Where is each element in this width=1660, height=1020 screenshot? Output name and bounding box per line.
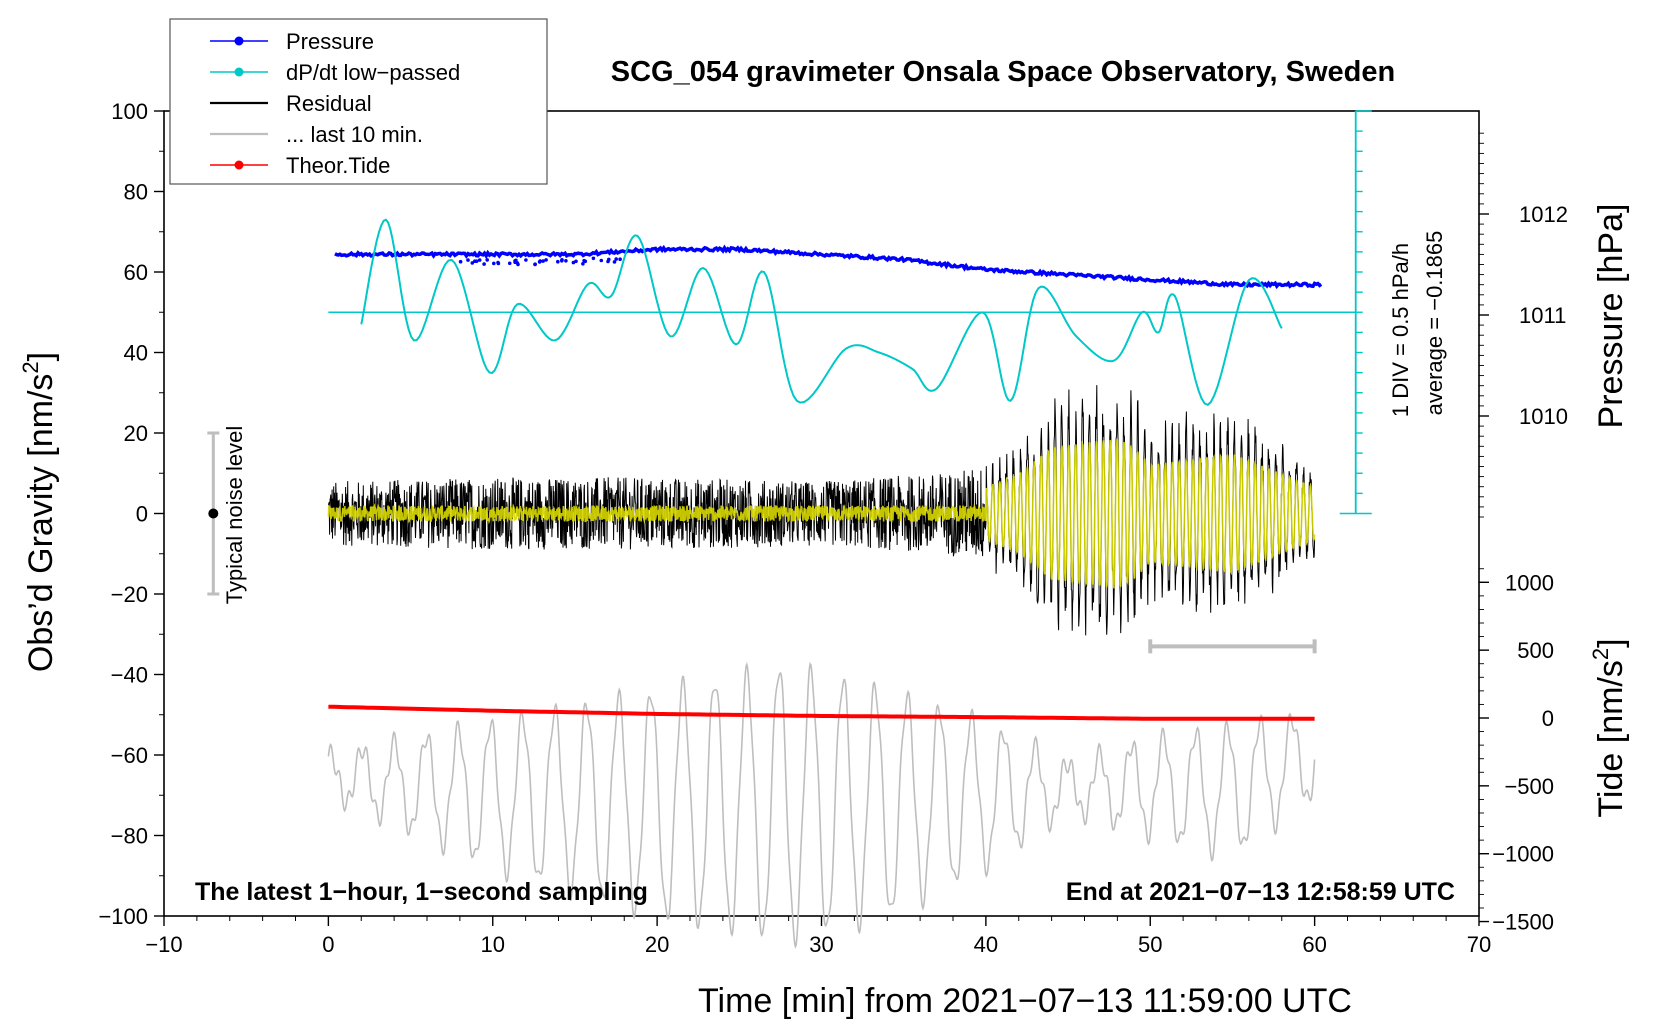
pressure-dot [533,262,537,267]
y-tick-label: 100 [111,99,148,124]
pressure-dot [614,257,618,261]
pressure-dot [599,258,604,263]
x-tick-label: 30 [809,932,833,957]
legend: Pressure dP/dt low−passed Residual ... last… [169,18,548,185]
last-10-min-bar [1148,639,1317,654]
y-tick-label: −60 [111,743,148,768]
pressure-dot [607,257,611,262]
y-tick-label: −20 [111,582,148,607]
pressure-dot [485,258,490,262]
y-tick-label: 80 [124,180,148,205]
x-tick-label: 70 [1467,932,1491,957]
y-tick-label: −40 [111,663,148,688]
pressure-dot [583,259,588,264]
pressure-dot [612,260,617,264]
pressure-dot [507,261,512,266]
legend-marker [234,67,244,77]
last-10-min-line [327,661,1316,949]
pressure-line [334,244,1323,290]
x-tick-label: −10 [145,932,182,957]
pressure-tick-label: 1012 [1519,202,1568,227]
pressure-tick-label: 1010 [1519,404,1568,429]
y-tick-label: 60 [124,260,148,285]
legend-label: ... last 10 min. [286,122,423,147]
pressure-layer [334,244,1323,290]
dpdt-line [360,218,1283,406]
bottom-left-note: The latest 1−hour, 1−second sampling [195,878,648,906]
pressure-dot [544,258,548,262]
x-tick-label: 50 [1138,932,1162,957]
theoretical-tide-layer [328,704,1315,721]
x-tick-label: 40 [974,932,998,957]
legend-marker [234,36,244,46]
x-tick-label: 0 [322,932,334,957]
legend-label: Pressure [286,29,374,54]
x-axis-title: Time [min] from 2021−07−13 11:59:00 UTC [698,982,1352,1020]
pressure-dot [541,259,545,263]
y-tick-label: 20 [124,421,148,446]
x-tick-label: 20 [645,932,669,957]
tide-layer [327,661,1316,949]
pressure-dot [458,259,463,264]
tide-tick-label: −1500 [1492,910,1554,935]
dpdt-average-label: average = −0.1865 [1422,231,1447,416]
noise-level-bar [207,431,220,596]
pressure-dot [591,256,596,261]
chart-title: SCG_054 gravimeter Onsala Space Observat… [611,56,1395,88]
pressure-dot [524,258,528,262]
x-tick-label: 10 [481,932,505,957]
tide-axis-title: Tide [nm/s2] [1588,638,1630,817]
legend-marker [234,160,244,170]
pressure-axis-title: Pressure [hPa] [1592,204,1630,429]
dpdt-scale-bar [1339,110,1372,515]
dpdt-layer [328,218,1356,406]
pressure-dot [466,258,470,262]
residual-smoothed-line [327,438,1316,589]
dpdt-scale-label: 1 DIV = 0.5 hPa/h [1388,243,1413,417]
axes-layer: −10 0 10 20 30 40 50 60 70−100−80−60−40−20020406… [98,99,1568,957]
pressure-tick-label: 1011 [1519,303,1566,328]
pressure-dot [477,258,482,262]
pressure-dot [571,260,576,265]
pressure-dot [560,258,564,262]
legend-label: Theor.Tide [286,153,390,178]
pressure-dot [516,262,520,267]
tide-tick-label: −1000 [1492,842,1554,867]
pressure-dot [564,259,568,263]
theoretical-tide-line [328,704,1315,721]
noise-level-label: Typical noise level [222,426,247,605]
y-axis-title: Obs’d Gravity [nm/s2] [18,352,60,672]
tide-tick-label: −500 [1504,774,1554,799]
pressure-dot [538,259,542,263]
tide-tick-label: 500 [1517,638,1554,663]
residual-layer [327,385,1316,636]
y-tick-label: −100 [98,904,148,929]
pressure-dot [513,260,517,265]
pressure-dot [473,259,477,264]
pressure-dot [492,261,496,266]
pressure-dot [496,261,501,266]
legend-box [169,18,548,185]
y-tick-label: −80 [111,824,148,849]
y-tick-label: 40 [124,341,148,366]
tide-tick-label: 0 [1542,706,1554,731]
pressure-dot [581,262,585,266]
pressure-dot [482,262,486,266]
plot-area [163,110,1480,949]
pressure-dot [556,259,560,264]
legend-label: Residual [286,91,372,116]
legend-label: dP/dt low−passed [286,60,460,85]
noise-bar-center-dot [208,508,219,519]
y-tick-label: 0 [136,502,148,527]
bottom-right-note: End at 2021−07−13 12:58:59 UTC [1066,878,1455,906]
tide-tick-label: 1000 [1505,570,1554,595]
pressure-dot [618,257,622,262]
x-tick-label: 60 [1302,932,1326,957]
